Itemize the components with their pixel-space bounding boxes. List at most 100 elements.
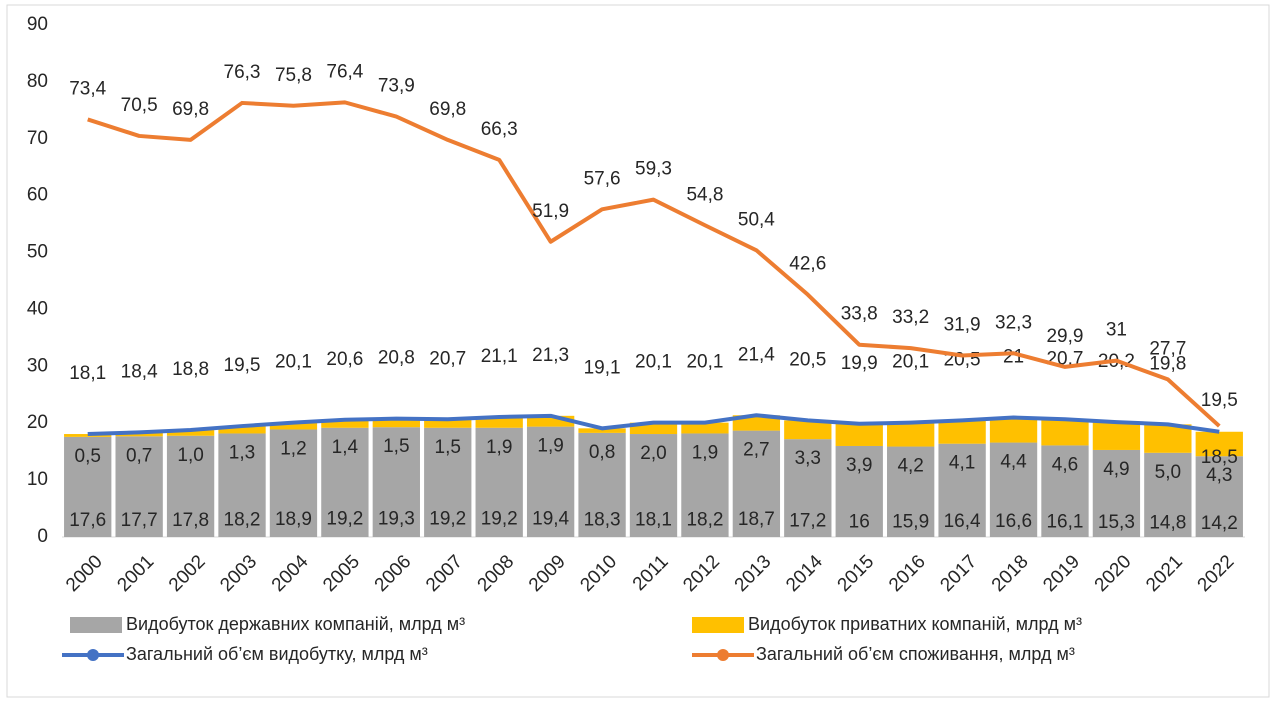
bar bbox=[1195, 431, 1243, 457]
y-tick-label: 90 bbox=[27, 14, 48, 35]
data-label: 16,4 bbox=[944, 511, 981, 532]
bar bbox=[218, 426, 266, 434]
data-label: 59,3 bbox=[635, 159, 672, 180]
data-label: 69,8 bbox=[172, 99, 209, 120]
data-label: 20,8 bbox=[378, 348, 415, 369]
data-label: 27,7 bbox=[1149, 338, 1186, 359]
data-label: 76,4 bbox=[326, 61, 363, 82]
data-label: 17,2 bbox=[789, 510, 826, 531]
data-label: 20,1 bbox=[686, 352, 723, 373]
data-label: 18,1 bbox=[635, 510, 672, 531]
bar bbox=[938, 443, 986, 537]
bar bbox=[989, 442, 1038, 537]
legend-swatch bbox=[692, 617, 744, 633]
data-label: 4,9 bbox=[1103, 459, 1129, 480]
data-label: 18,4 bbox=[121, 361, 158, 382]
data-label: 66,3 bbox=[481, 119, 518, 140]
bar bbox=[424, 419, 472, 428]
data-label: 57,6 bbox=[584, 168, 621, 189]
data-label: 50,4 bbox=[738, 209, 775, 230]
y-tick-label: 80 bbox=[27, 71, 48, 92]
data-label: 14,8 bbox=[1149, 513, 1186, 534]
data-label: 18,2 bbox=[224, 509, 261, 530]
data-label: 2,0 bbox=[640, 443, 666, 464]
bar bbox=[372, 427, 420, 537]
data-label: 15,3 bbox=[1098, 512, 1135, 533]
y-tick-label: 70 bbox=[27, 128, 48, 149]
data-label: 17,6 bbox=[69, 510, 106, 531]
data-label: 18,9 bbox=[275, 509, 312, 530]
data-label: 18,2 bbox=[686, 509, 723, 530]
data-label: 19,2 bbox=[481, 509, 518, 530]
bar bbox=[526, 415, 575, 427]
bar bbox=[784, 439, 832, 537]
data-label: 31,9 bbox=[944, 315, 981, 336]
bar bbox=[526, 426, 575, 537]
y-tick-label: 10 bbox=[27, 469, 48, 490]
bar bbox=[269, 429, 318, 537]
bar bbox=[475, 427, 523, 537]
legend-label: Загальний об’єм видобутку, млрд м³ bbox=[126, 644, 428, 664]
bar bbox=[835, 445, 883, 537]
data-label: 19,3 bbox=[378, 508, 415, 529]
data-label: 20,5 bbox=[789, 349, 826, 370]
data-label: 1,9 bbox=[537, 436, 563, 457]
data-label: 5,0 bbox=[1155, 462, 1181, 483]
bar bbox=[424, 427, 472, 537]
data-label: 18,1 bbox=[69, 363, 106, 384]
data-label: 73,9 bbox=[378, 76, 415, 97]
data-label: 17,8 bbox=[172, 510, 209, 531]
data-label: 17,7 bbox=[121, 510, 158, 531]
data-label: 3,9 bbox=[846, 455, 872, 476]
bar bbox=[1092, 449, 1141, 537]
legend-label: Видобуток державних компаній, млрд м³ bbox=[126, 614, 465, 634]
bar bbox=[1144, 452, 1192, 537]
bar bbox=[321, 419, 369, 428]
y-tick-label: 30 bbox=[27, 355, 48, 376]
data-label: 4,6 bbox=[1052, 454, 1078, 475]
y-tick-label: 40 bbox=[27, 298, 48, 319]
bar bbox=[578, 432, 626, 537]
y-tick-label: 50 bbox=[27, 242, 48, 263]
data-label: 76,3 bbox=[224, 62, 261, 83]
data-label: 1,0 bbox=[177, 445, 203, 466]
y-tick-label: 20 bbox=[27, 412, 48, 433]
legend-label: Видобуток приватних компаній, млрд м³ bbox=[748, 614, 1082, 634]
bar bbox=[218, 433, 266, 537]
data-label: 51,9 bbox=[532, 201, 569, 222]
y-tick-label: 0 bbox=[37, 526, 48, 547]
data-label: 19,2 bbox=[429, 509, 466, 530]
data-label: 54,8 bbox=[686, 184, 723, 205]
data-label: 20,7 bbox=[429, 348, 466, 369]
bar bbox=[321, 427, 369, 537]
bar bbox=[64, 434, 112, 437]
data-label: 1,9 bbox=[486, 437, 512, 458]
bar bbox=[732, 415, 781, 431]
data-label: 19,1 bbox=[584, 357, 621, 378]
data-label: 19,5 bbox=[224, 355, 261, 376]
data-label: 20,1 bbox=[892, 352, 929, 373]
bar bbox=[784, 420, 832, 440]
bar bbox=[1041, 445, 1089, 537]
bar bbox=[64, 436, 112, 537]
bar bbox=[681, 433, 729, 537]
data-label: 32,3 bbox=[995, 312, 1032, 333]
bar bbox=[269, 422, 318, 430]
data-label: 21,4 bbox=[738, 344, 775, 365]
data-label: 1,2 bbox=[280, 438, 306, 459]
bar bbox=[732, 430, 781, 537]
data-label: 18,3 bbox=[584, 509, 621, 530]
bar bbox=[887, 422, 935, 447]
bar bbox=[115, 436, 163, 537]
legend-marker bbox=[87, 649, 99, 661]
data-label: 4,4 bbox=[1000, 452, 1027, 473]
data-label: 21,3 bbox=[532, 345, 569, 366]
data-label: 0,8 bbox=[589, 442, 615, 463]
data-label: 2,7 bbox=[743, 440, 769, 461]
data-label: 70,5 bbox=[121, 95, 158, 116]
data-label: 19,5 bbox=[1201, 390, 1238, 411]
data-label: 16 bbox=[849, 511, 870, 532]
bar bbox=[166, 435, 215, 537]
data-label: 20,1 bbox=[275, 352, 312, 373]
